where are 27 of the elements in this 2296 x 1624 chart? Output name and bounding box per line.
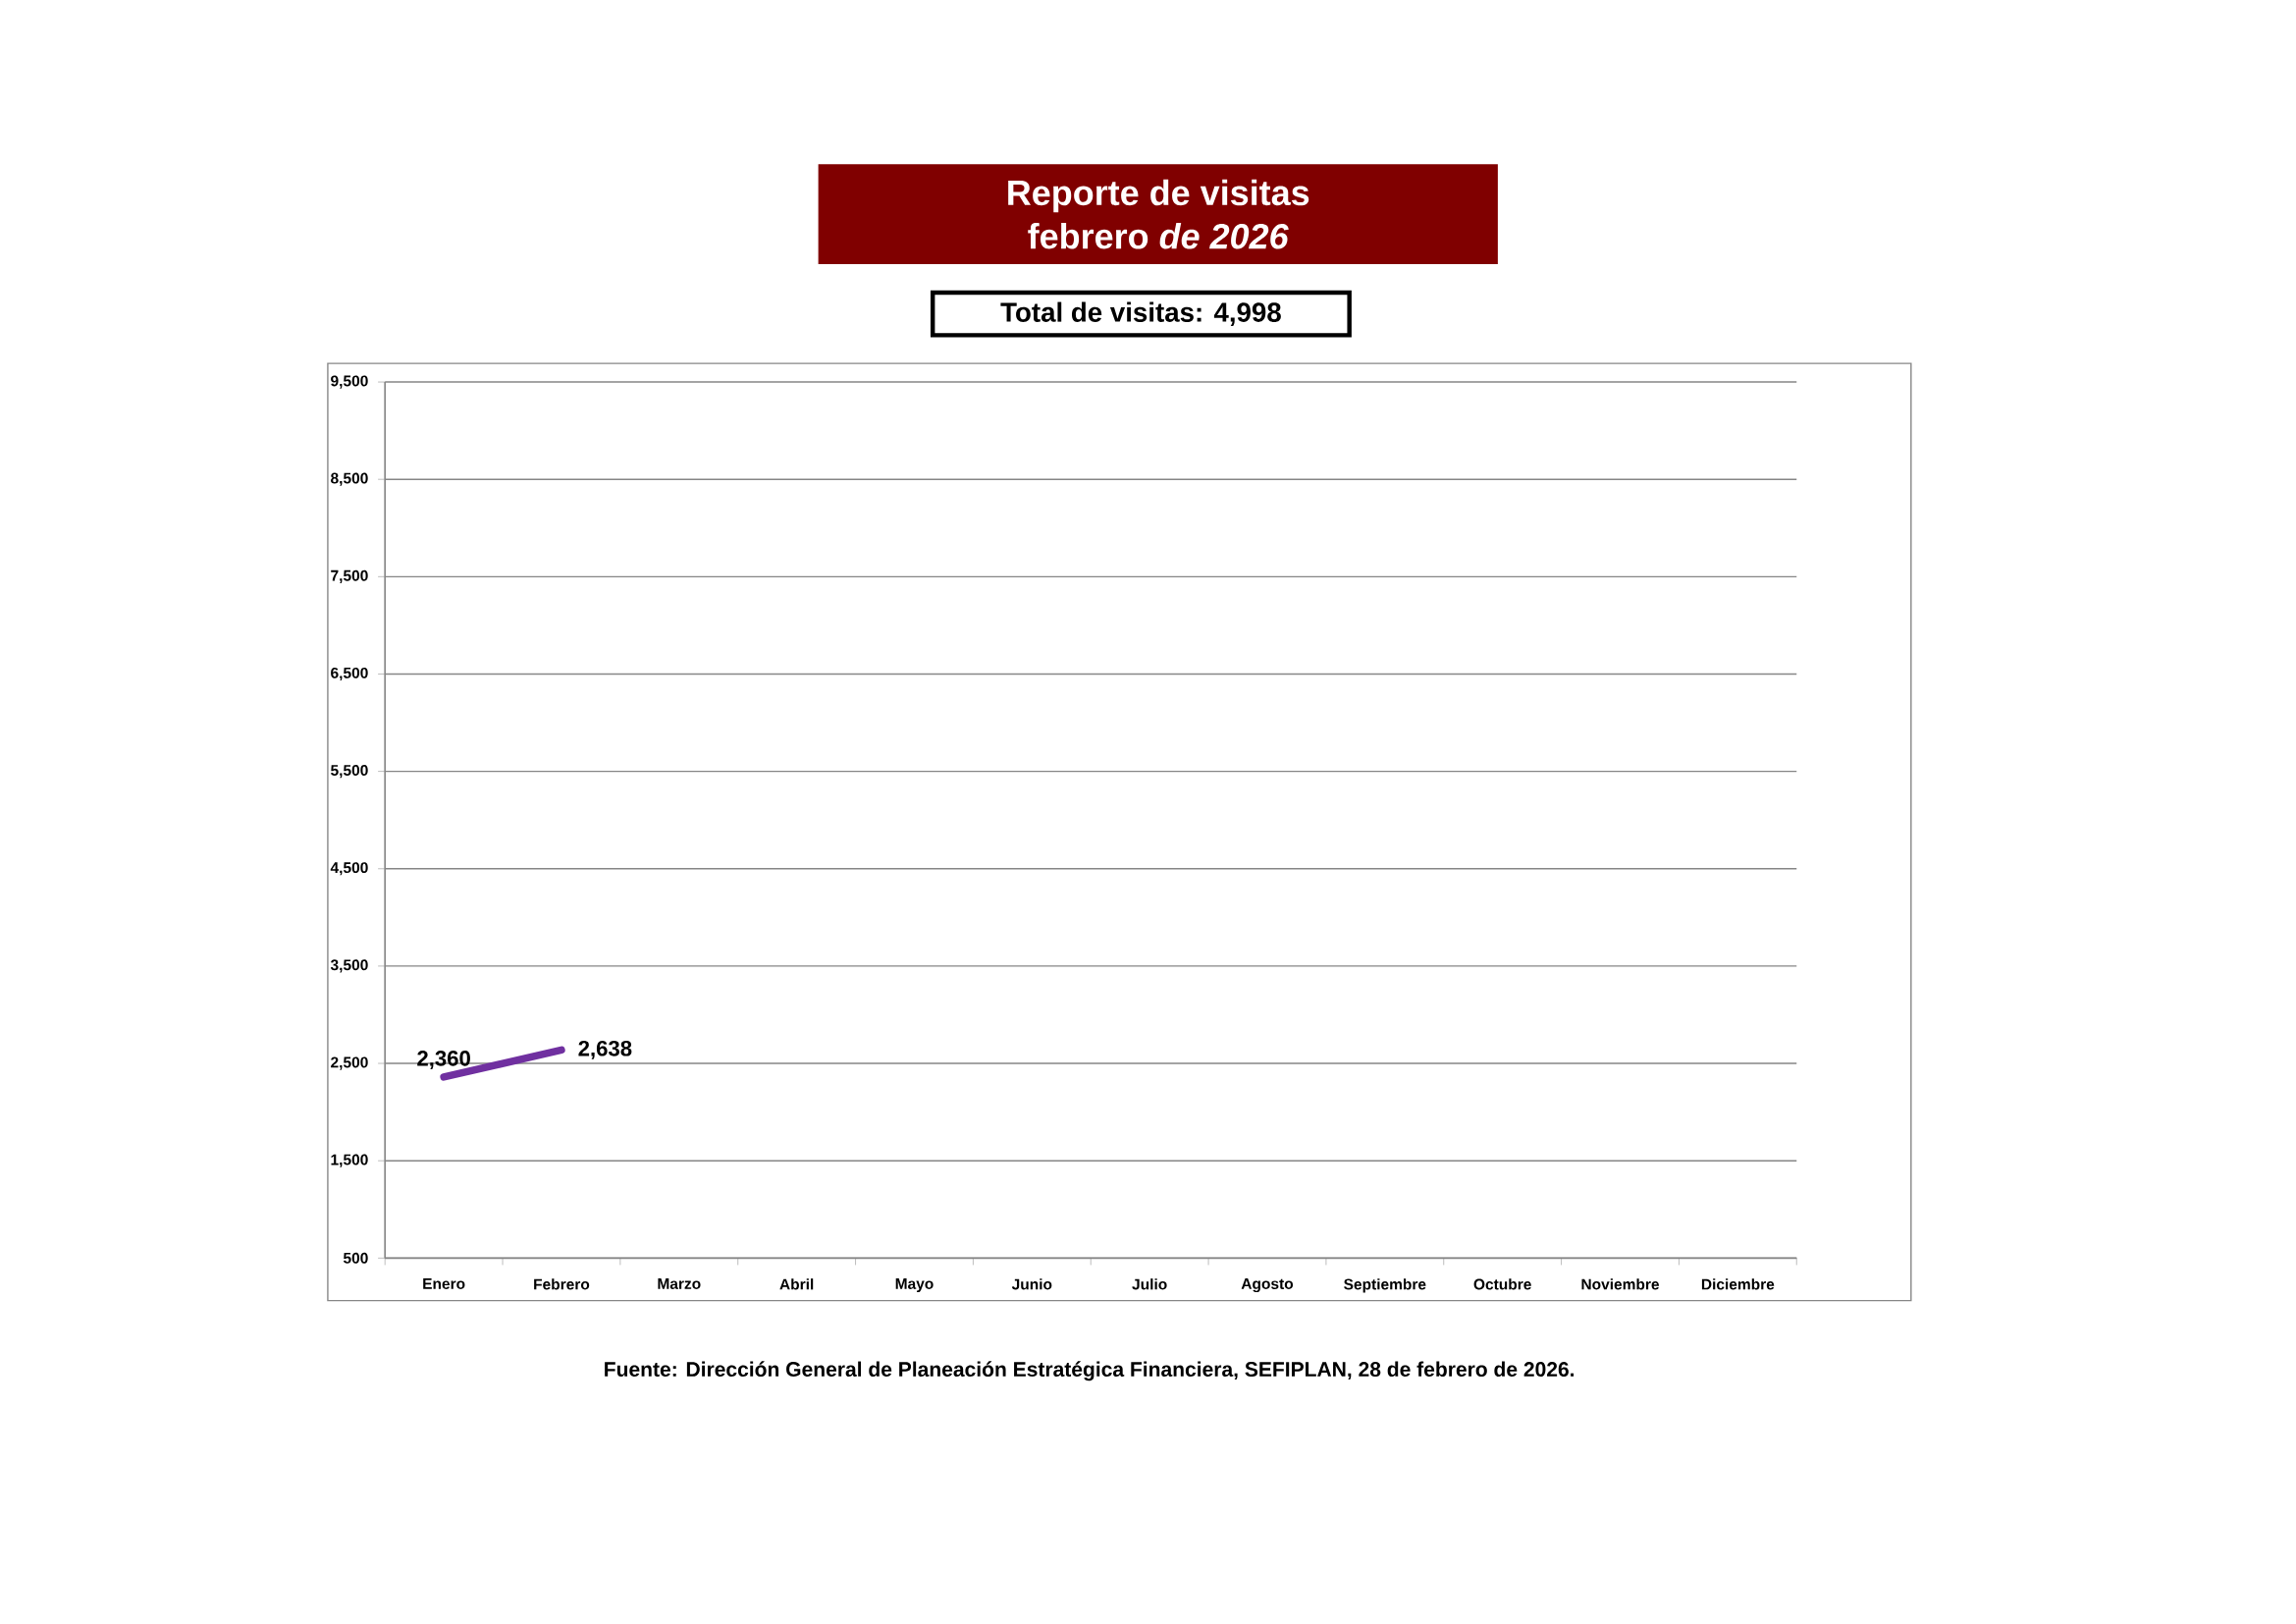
x-tick-label: Abril <box>779 1278 814 1290</box>
x-tick-label: Febrero <box>534 1278 590 1290</box>
y-tick-label: 2,500 <box>331 1056 368 1070</box>
source-note: Fuente: Dirección General de Planeación Estratégica Financiera, SEFIPLAN, 28 de febrero de 2026. <box>605 1361 1575 1381</box>
data-label: 2,638 <box>578 1041 632 1059</box>
y-tick-label: 3,500 <box>330 959 368 973</box>
y-tick-label: 4,500 <box>330 862 368 876</box>
y-tick-label: 8,500 <box>331 472 368 486</box>
y-tick-label: 500 <box>343 1252 368 1264</box>
chart-title: Reporte de visitas febrero de 2026 <box>1008 179 1309 249</box>
y-tick-label: 9,500 <box>331 375 368 389</box>
y-tick-label: 1,500 <box>331 1154 368 1167</box>
x-tick-label: Noviembre <box>1581 1278 1660 1290</box>
x-tick-label: Septiembre <box>1344 1278 1426 1293</box>
x-tick-label: Junio <box>1011 1278 1052 1290</box>
x-tick-label: Diciembre <box>1701 1278 1775 1290</box>
y-tick-label: 5,500 <box>331 765 368 779</box>
x-tick-label: Agosto <box>1241 1278 1294 1293</box>
y-tick-label: 6,500 <box>331 667 368 681</box>
x-tick-label: Marzo <box>658 1278 701 1290</box>
chart-subtitle: Total de visitas: 4,998 <box>1000 301 1281 326</box>
x-tick-label: Mayo <box>895 1278 934 1293</box>
data-label: 2,360 <box>417 1051 470 1069</box>
x-tick-label: Octubre <box>1473 1278 1531 1290</box>
y-tick-label: 7,500 <box>331 569 368 584</box>
x-tick-label: Enero <box>423 1278 465 1290</box>
x-tick-label: Julio <box>1132 1278 1167 1290</box>
